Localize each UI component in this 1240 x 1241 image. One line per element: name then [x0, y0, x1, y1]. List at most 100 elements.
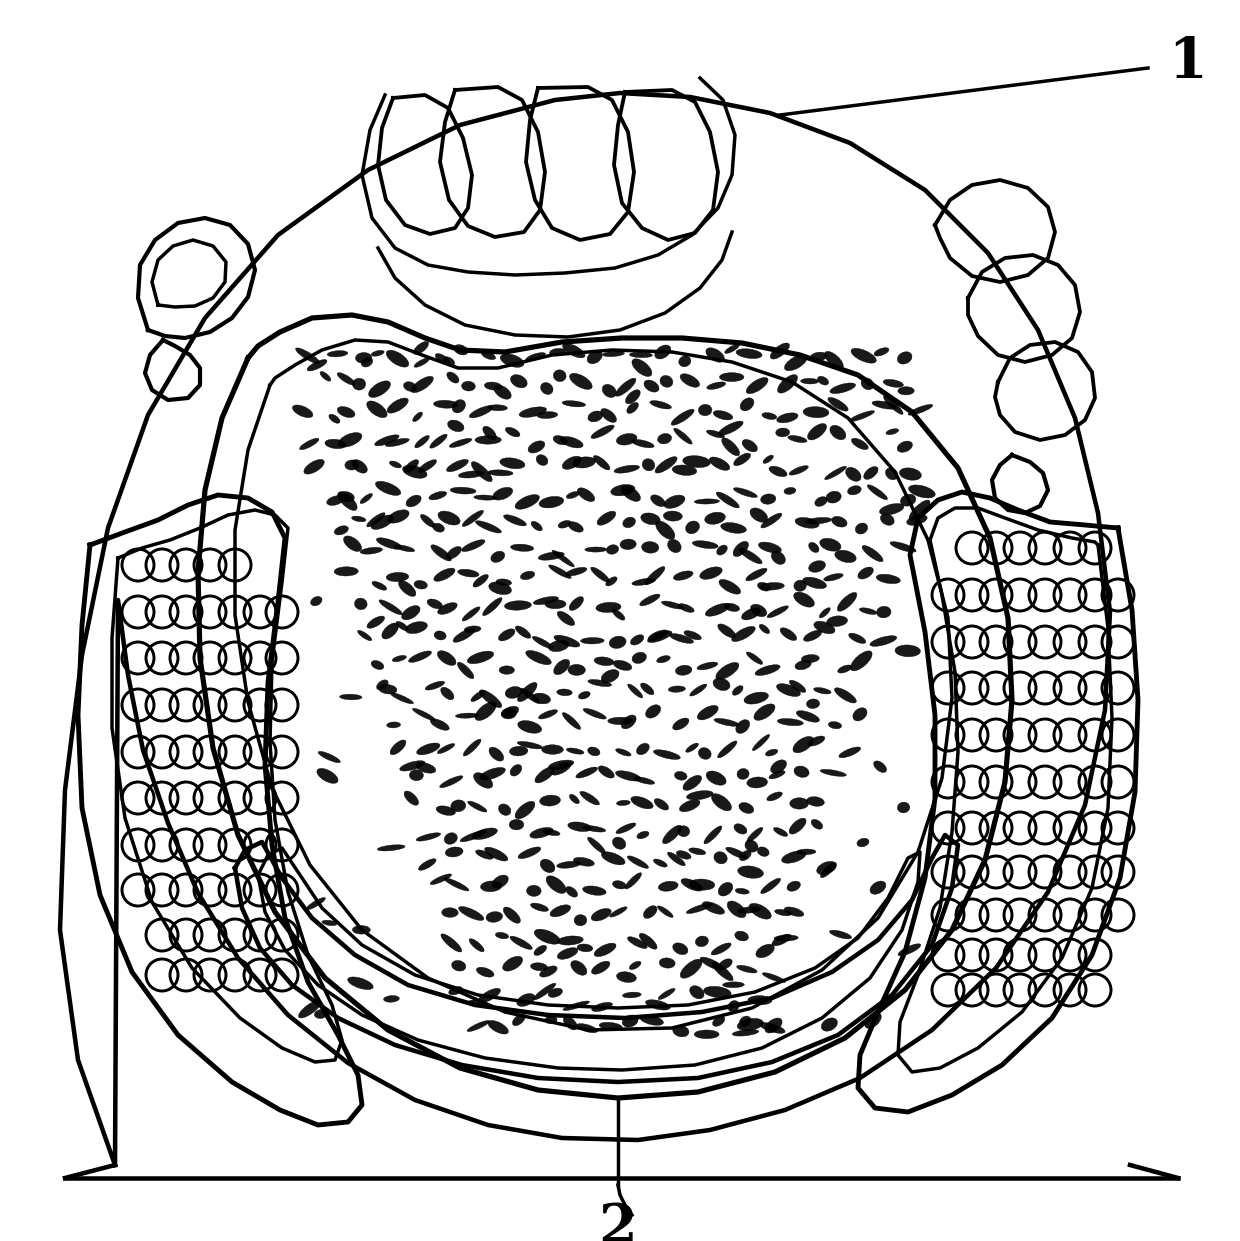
Ellipse shape	[337, 372, 356, 385]
Ellipse shape	[684, 630, 702, 640]
Ellipse shape	[864, 467, 878, 479]
Ellipse shape	[611, 484, 635, 496]
Ellipse shape	[776, 684, 801, 696]
Ellipse shape	[404, 791, 419, 805]
Ellipse shape	[510, 819, 523, 830]
Ellipse shape	[647, 630, 672, 643]
Ellipse shape	[496, 578, 512, 586]
Ellipse shape	[655, 799, 668, 810]
Ellipse shape	[686, 903, 712, 913]
Ellipse shape	[813, 622, 835, 634]
Ellipse shape	[601, 851, 625, 865]
Ellipse shape	[853, 707, 867, 721]
Ellipse shape	[413, 341, 429, 355]
Ellipse shape	[482, 598, 502, 616]
Ellipse shape	[518, 846, 541, 859]
Ellipse shape	[542, 745, 563, 755]
Ellipse shape	[573, 858, 594, 866]
Ellipse shape	[810, 352, 827, 361]
Ellipse shape	[534, 946, 547, 956]
Ellipse shape	[763, 973, 785, 983]
Ellipse shape	[337, 407, 355, 417]
Ellipse shape	[408, 652, 432, 663]
Ellipse shape	[714, 851, 727, 864]
Ellipse shape	[360, 494, 372, 504]
Ellipse shape	[300, 438, 319, 449]
Ellipse shape	[378, 685, 397, 694]
Ellipse shape	[613, 881, 626, 889]
Ellipse shape	[774, 934, 799, 941]
Ellipse shape	[807, 736, 825, 746]
Ellipse shape	[755, 665, 780, 675]
Ellipse shape	[361, 357, 373, 367]
Ellipse shape	[880, 514, 894, 525]
Ellipse shape	[792, 736, 813, 753]
Ellipse shape	[339, 433, 362, 447]
Ellipse shape	[403, 382, 417, 391]
Ellipse shape	[498, 629, 515, 640]
Ellipse shape	[817, 376, 828, 385]
Ellipse shape	[585, 547, 606, 552]
Ellipse shape	[548, 759, 574, 769]
Ellipse shape	[558, 520, 572, 529]
Ellipse shape	[787, 436, 807, 443]
Ellipse shape	[808, 561, 826, 572]
Ellipse shape	[569, 374, 593, 390]
Ellipse shape	[899, 468, 921, 480]
Ellipse shape	[737, 349, 763, 359]
Ellipse shape	[707, 431, 724, 438]
Ellipse shape	[657, 433, 672, 444]
Ellipse shape	[491, 551, 505, 562]
Ellipse shape	[795, 660, 811, 670]
Ellipse shape	[644, 380, 658, 392]
Ellipse shape	[479, 988, 501, 1003]
Ellipse shape	[454, 345, 467, 355]
Ellipse shape	[678, 603, 694, 612]
Ellipse shape	[467, 652, 494, 664]
Ellipse shape	[557, 948, 578, 959]
Ellipse shape	[538, 552, 564, 560]
Ellipse shape	[646, 705, 661, 719]
Ellipse shape	[785, 355, 807, 371]
Ellipse shape	[568, 822, 591, 831]
Ellipse shape	[520, 407, 547, 417]
Ellipse shape	[466, 999, 486, 1005]
Ellipse shape	[713, 411, 733, 419]
Ellipse shape	[417, 743, 440, 755]
Ellipse shape	[368, 381, 391, 397]
Ellipse shape	[732, 627, 755, 642]
Ellipse shape	[683, 455, 711, 468]
Ellipse shape	[807, 797, 825, 807]
Ellipse shape	[599, 1023, 622, 1030]
Ellipse shape	[430, 545, 451, 561]
Ellipse shape	[771, 551, 785, 565]
Ellipse shape	[852, 438, 868, 449]
Ellipse shape	[446, 546, 461, 560]
Ellipse shape	[322, 920, 337, 926]
Ellipse shape	[830, 426, 846, 439]
Ellipse shape	[501, 709, 517, 719]
Ellipse shape	[583, 825, 606, 831]
Ellipse shape	[739, 1016, 751, 1026]
Ellipse shape	[511, 375, 527, 388]
Ellipse shape	[464, 625, 481, 633]
Ellipse shape	[386, 572, 409, 582]
Ellipse shape	[704, 513, 725, 524]
Ellipse shape	[438, 511, 460, 525]
Ellipse shape	[609, 637, 626, 648]
Ellipse shape	[678, 356, 691, 367]
Ellipse shape	[451, 961, 466, 970]
Ellipse shape	[487, 1020, 508, 1034]
Ellipse shape	[441, 933, 461, 952]
Ellipse shape	[835, 550, 856, 562]
Ellipse shape	[715, 663, 739, 680]
Ellipse shape	[725, 848, 748, 859]
Ellipse shape	[615, 379, 636, 396]
Ellipse shape	[563, 1016, 578, 1030]
Ellipse shape	[642, 459, 655, 470]
Ellipse shape	[521, 688, 539, 704]
Ellipse shape	[334, 567, 358, 576]
Ellipse shape	[534, 767, 556, 783]
Ellipse shape	[879, 504, 904, 515]
Ellipse shape	[472, 575, 489, 587]
